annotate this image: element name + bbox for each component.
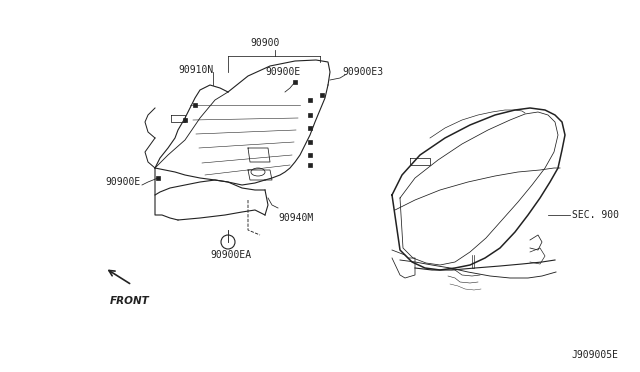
Text: 90940M: 90940M — [278, 213, 313, 223]
Bar — [320, 93, 324, 97]
Bar — [308, 140, 312, 144]
Bar — [308, 98, 312, 102]
Bar — [193, 103, 196, 107]
Text: FRONT: FRONT — [110, 296, 150, 306]
Bar — [308, 163, 312, 167]
Bar — [293, 80, 297, 84]
Bar — [308, 153, 312, 157]
Text: 90900E: 90900E — [105, 177, 140, 187]
Text: J909005E: J909005E — [571, 350, 618, 360]
Text: 90900: 90900 — [250, 38, 280, 48]
Text: 90910N: 90910N — [178, 65, 213, 75]
Text: SEC. 900: SEC. 900 — [572, 210, 619, 220]
Bar — [156, 176, 160, 180]
Text: 90900E3: 90900E3 — [342, 67, 383, 77]
Text: 90900E: 90900E — [265, 67, 300, 77]
Text: 90900EA: 90900EA — [210, 250, 251, 260]
Bar — [308, 126, 312, 130]
Bar — [308, 113, 312, 117]
Bar — [183, 118, 187, 122]
